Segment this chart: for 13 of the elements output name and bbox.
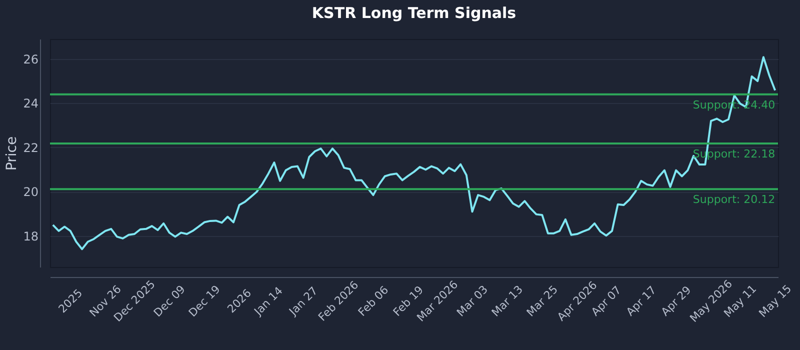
chart-title: KSTR Long Term Signals [312,4,516,22]
x-tick-label: Dec 19 [186,282,223,320]
y-tick-label: 22 [23,140,38,155]
x-tick-label: Mar 13 [489,283,526,320]
y-axis-title: Price [4,136,20,171]
y-tick-label: 20 [23,185,38,200]
ref-line-label: Support: 20.12 [692,193,776,206]
y-tick-label: 18 [23,230,38,244]
y-tick-label: 24 [23,96,38,111]
x-tick-label: Apr 17 [624,284,659,319]
x-tick-label: Jan 14 [251,284,286,319]
y-tick-label: 26 [23,52,38,66]
line-series [52,56,776,250]
